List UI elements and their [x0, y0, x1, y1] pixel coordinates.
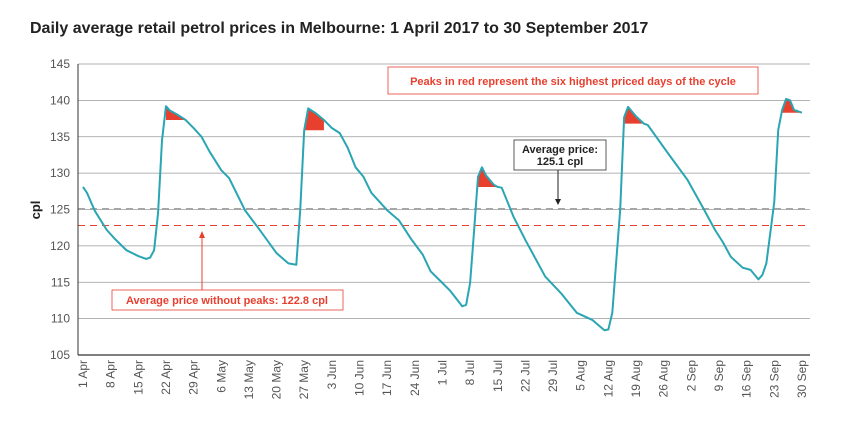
- x-tick-label: 19 Aug: [629, 360, 643, 397]
- x-tick-label: 8 Apr: [104, 360, 118, 388]
- x-tick-label: 1 Apr: [76, 360, 90, 388]
- x-tick-label: 22 Apr: [159, 360, 173, 395]
- chart-title: Daily average retail petrol prices in Me…: [30, 20, 649, 37]
- y-tick-label: 125: [50, 203, 70, 217]
- x-tick-label: 26 Aug: [657, 360, 671, 397]
- peaks-annotation: Peaks in red represent the six highest p…: [387, 66, 759, 95]
- y-tick-label: 130: [50, 166, 70, 180]
- reference-lines: [78, 208, 810, 227]
- x-tick-label: 15 Apr: [131, 360, 145, 395]
- x-tick-label: 8 Jul: [463, 360, 477, 385]
- x-tick-label: 29 Jul: [546, 360, 560, 392]
- y-tick-label: 110: [51, 312, 70, 326]
- peak-area: [165, 106, 186, 121]
- peaks-annotation-text: Peaks in red represent the six highest p…: [410, 76, 736, 88]
- x-tick-label: 20 May: [270, 360, 284, 399]
- x-tick-label: 2 Sep: [684, 360, 698, 392]
- x-tick-label: 17 Jun: [380, 360, 394, 396]
- x-tick-label: 24 Jun: [408, 360, 422, 396]
- average-price-label-line2: 125.1 cpl: [537, 156, 583, 168]
- x-tick-label: 6 May: [214, 360, 228, 393]
- x-tick-label: 12 Aug: [601, 360, 615, 397]
- x-tick-label: 1 Jul: [435, 360, 449, 385]
- x-tick-label: 22 Jul: [518, 360, 532, 392]
- arrow-down-icon: [555, 199, 561, 205]
- y-tick-label: 120: [50, 239, 70, 253]
- average-without-peaks-label: Average price without peaks: 122.8 cpl: [126, 295, 328, 307]
- y-tick-label: 140: [50, 93, 70, 107]
- x-tick-label: 5 Aug: [574, 360, 588, 391]
- x-tick-label: 29 Apr: [187, 360, 201, 395]
- average-price-annotation: Average price: 125.1 cpl: [513, 139, 607, 205]
- y-tick-label: 145: [50, 57, 70, 71]
- y-axis-ticks: 105 110 115 120 125 130 135 140 145: [50, 57, 70, 362]
- x-tick-label: 30 Sep: [795, 360, 809, 398]
- y-tick-label: 115: [51, 275, 70, 289]
- x-tick-label: 10 Jun: [353, 360, 367, 396]
- peak-area: [478, 167, 498, 187]
- x-axis-ticks: 1 Apr 8 Apr 15 Apr 22 Apr 29 Apr 6 May 13 May 2…: [76, 360, 809, 400]
- average-price-label-line1: Average price:: [522, 144, 598, 156]
- x-tick-label: 9 Sep: [712, 360, 726, 392]
- price-line: [82, 97, 803, 332]
- x-tick-label: 15 Jul: [491, 360, 505, 392]
- peak-areas: [165, 98, 802, 187]
- average-without-peaks-annotation: Average price without peaks: 122.8 cpl: [111, 231, 344, 311]
- y-tick-label: 105: [50, 348, 70, 362]
- x-tick-label: 23 Sep: [767, 360, 781, 398]
- x-tick-label: 13 May: [242, 360, 256, 399]
- y-axis-label: cpl: [28, 201, 43, 220]
- x-tick-label: 3 Jun: [325, 360, 339, 389]
- peak-area: [304, 108, 324, 131]
- y-tick-label: 135: [50, 130, 70, 144]
- x-tick-label: 27 May: [297, 360, 311, 399]
- series: [82, 97, 803, 332]
- arrow-up-icon: [199, 231, 205, 238]
- gridlines: [78, 63, 810, 320]
- x-tick-label: 16 Sep: [740, 360, 754, 398]
